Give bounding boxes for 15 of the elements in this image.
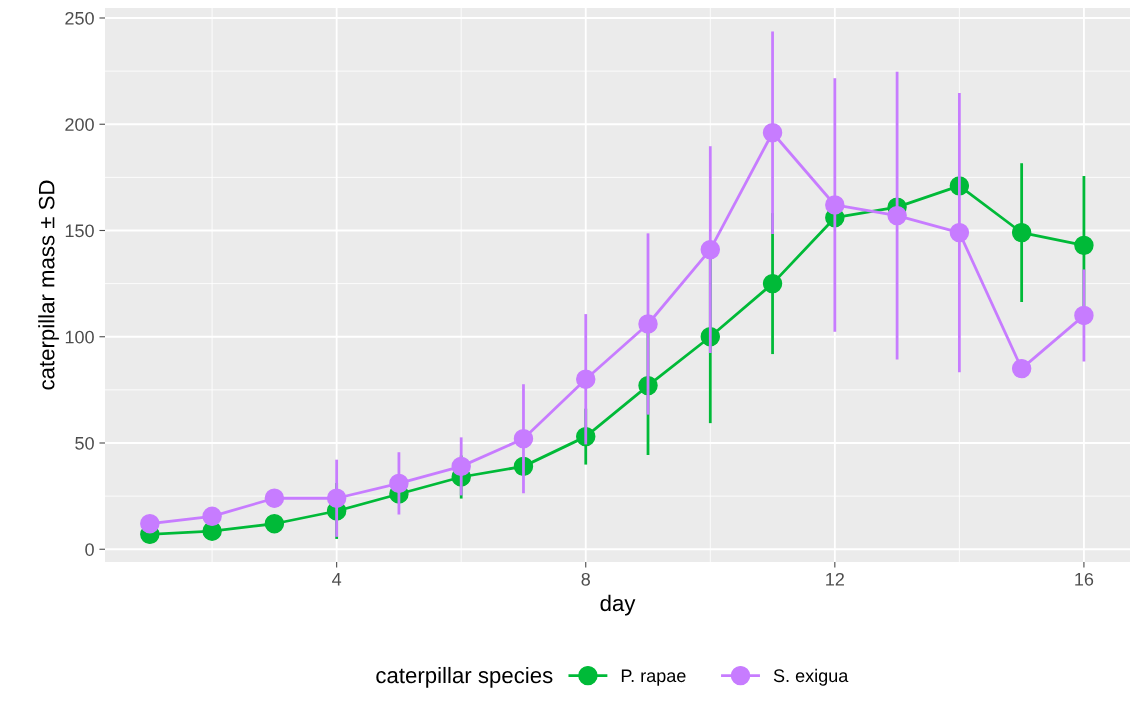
y-axis-title: caterpillar mass ± SD: [38, 180, 59, 390]
y-tick-label: 100: [65, 330, 94, 344]
y-tick-label: 50: [75, 436, 94, 450]
y-tick-label: 250: [65, 11, 94, 25]
x-tick-label: 8: [581, 572, 590, 586]
legend-title: caterpillar species: [376, 666, 553, 688]
x-axis-title: day: [600, 594, 636, 616]
y-tick-label: 0: [85, 543, 94, 556]
legend-label: S. exigua: [773, 668, 849, 686]
y-tick-label: 150: [65, 224, 94, 238]
x-tick-label: 4: [332, 573, 342, 586]
y-tick-label: 200: [65, 118, 94, 131]
x-tick-label: 12: [826, 572, 844, 586]
x-tick-label: 16: [1075, 572, 1094, 586]
legend-label: P. rapae: [621, 669, 686, 686]
